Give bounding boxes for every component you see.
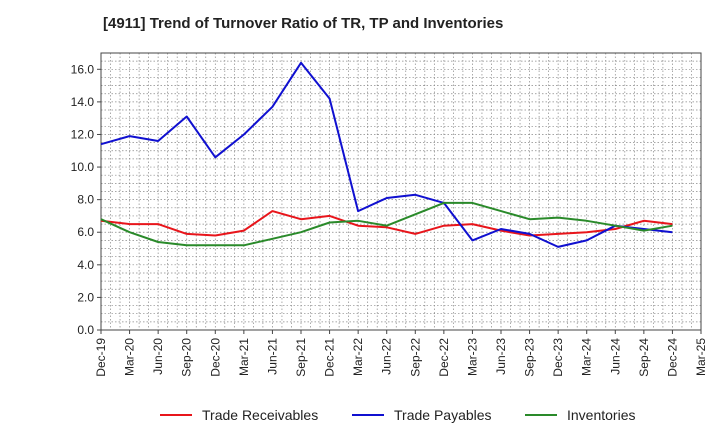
x-tick-label: Dec-22 [437, 338, 451, 377]
series-layer [100, 61, 673, 248]
x-tick-label: Jun-24 [608, 338, 622, 375]
y-tick-label: 6.0 [77, 225, 94, 239]
series-line-trade-payables [100, 61, 673, 248]
plot-frame [100, 52, 702, 331]
x-tick-label: Sep-20 [180, 338, 194, 377]
x-tick-label: Dec-20 [208, 338, 222, 377]
x-tick-label: Jun-23 [494, 338, 508, 375]
series-line-inventories [100, 201, 673, 247]
legend-item-inventories: Inventories [525, 404, 635, 426]
y-tick-label: 8.0 [77, 193, 94, 207]
x-tick-label: Dec-24 [665, 338, 679, 377]
legend-label-trade-payables: Trade Payables [394, 407, 492, 423]
y-tick-label: 0.0 [77, 323, 94, 337]
x-tick-label: Sep-21 [294, 338, 308, 377]
series-line-trade-receivables [100, 210, 673, 237]
y-tick-label: 16.0 [71, 62, 95, 76]
y-tick-label: 14.0 [71, 95, 95, 109]
x-tick-label: Sep-24 [637, 338, 651, 377]
legend-item-trade-payables: Trade Payables [352, 404, 492, 426]
line-chart: 0.0 2.0 4.0 6.0 8.0 10.0 12.0 14.0 16.0 Dec-19 Mar… [71, 52, 708, 377]
legend-label-inventories: Inventories [567, 407, 636, 423]
x-tick-label: Mar-23 [465, 338, 479, 376]
legend-item-trade-receivables: Trade Receivables [160, 404, 318, 426]
y-tick-label: 4.0 [77, 258, 94, 272]
legend-label-trade-receivables: Trade Receivables [202, 407, 319, 423]
x-tick-label: Mar-21 [237, 338, 251, 376]
x-tick-label: Jun-22 [380, 338, 394, 375]
legend-swatch-trade-payables [352, 414, 384, 416]
axis-layer: 0.0 2.0 4.0 6.0 8.0 10.0 12.0 14.0 16.0 Dec-19 Mar… [71, 52, 708, 377]
legend-swatch-trade-receivables [160, 414, 192, 416]
x-tick-label: Mar-20 [123, 338, 137, 376]
x-tick-label: Mar-22 [351, 338, 365, 376]
x-tick-label: Dec-21 [323, 338, 337, 377]
x-tick-label: Sep-22 [408, 338, 422, 377]
x-tick-label: Dec-23 [551, 338, 565, 377]
x-tick-label: Mar-24 [580, 338, 594, 376]
legend-swatch-inventories [525, 414, 557, 416]
grid-layer [100, 52, 702, 331]
x-tick-label: Jun-21 [265, 338, 279, 375]
legend: Trade Receivables Trade Payables Invento… [0, 404, 720, 426]
y-tick-label: 2.0 [77, 290, 94, 304]
chart-title: [4911] Trend of Turnover Ratio of TR, TP… [103, 15, 504, 32]
x-tick-label: Jun-20 [151, 338, 165, 375]
y-tick-label: 12.0 [71, 127, 95, 141]
y-tick-label: 10.0 [71, 160, 95, 174]
x-tick-label: Dec-19 [94, 338, 108, 377]
x-tick-label: Sep-23 [523, 338, 537, 377]
x-tick-label: Mar-25 [694, 338, 708, 376]
